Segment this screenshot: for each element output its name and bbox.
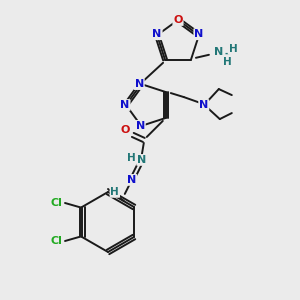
Text: N: N	[127, 175, 136, 185]
Text: H: H	[223, 57, 231, 67]
Text: N: N	[199, 100, 208, 110]
Text: H: H	[229, 44, 237, 54]
Text: –: –	[224, 49, 230, 59]
Text: H: H	[128, 153, 136, 163]
Text: N: N	[136, 121, 145, 131]
Text: Cl: Cl	[50, 198, 62, 208]
Text: N: N	[194, 29, 203, 39]
Text: H: H	[110, 187, 119, 197]
Text: O: O	[120, 125, 130, 135]
Text: O: O	[173, 15, 183, 25]
Text: N: N	[152, 29, 162, 39]
Text: N: N	[135, 79, 144, 89]
Text: N: N	[137, 155, 146, 165]
Text: N: N	[120, 100, 130, 110]
Text: N: N	[214, 47, 224, 57]
Text: Cl: Cl	[50, 236, 62, 246]
